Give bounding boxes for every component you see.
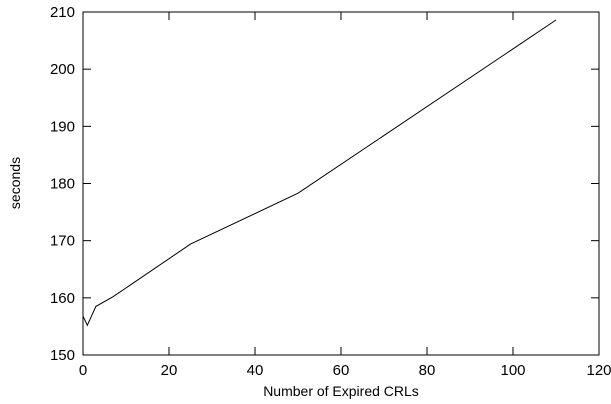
x-tick-label: 80 — [419, 362, 436, 379]
y-tick-label: 170 — [50, 233, 75, 250]
plot-area-frame — [82, 11, 600, 356]
x-tick-label: 40 — [247, 362, 264, 379]
y-tick-label: 190 — [50, 118, 75, 135]
y-tick-label: 180 — [50, 176, 75, 193]
y-axis-label: seconds — [7, 157, 23, 209]
x-tick-label: 100 — [500, 362, 525, 379]
y-tick-label: 210 — [50, 4, 75, 21]
x-tick-label: 20 — [161, 362, 178, 379]
x-axis-label: Number of Expired CRLs — [263, 383, 419, 399]
y-tick-label: 150 — [50, 347, 75, 364]
y-axis-ticks: 150 160 170 180 190 200 210 — [50, 4, 599, 364]
y-tick-label: 200 — [50, 61, 75, 78]
x-tick-label: 60 — [333, 362, 350, 379]
x-axis-ticks: 0 20 40 60 80 100 120 — [79, 12, 611, 379]
series-line — [82, 19, 557, 327]
x-tick-label: 120 — [586, 362, 611, 379]
y-tick-label: 160 — [50, 290, 75, 307]
x-tick-label: 0 — [79, 362, 87, 379]
